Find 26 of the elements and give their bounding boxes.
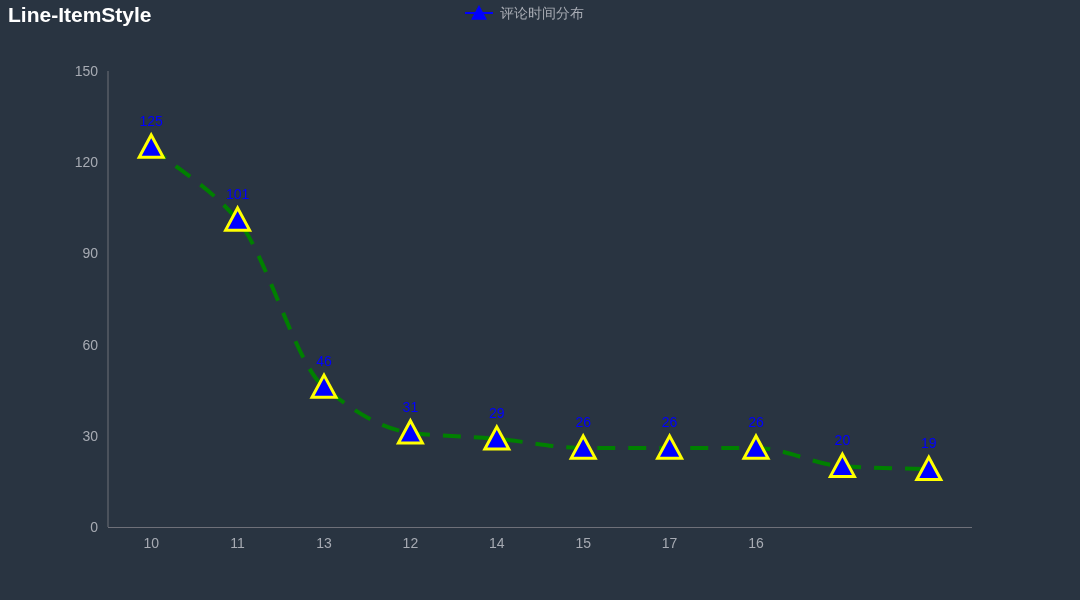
data-label: 26 [575,413,591,430]
y-tick-label: 90 [82,245,98,262]
data-label: 101 [225,185,250,202]
x-tick-label: 17 [661,535,678,551]
x-tick-label: 14 [489,535,505,551]
title: Line-ItemStyle [8,3,152,26]
legend-text: 评论时间分布 [500,5,584,21]
x-tick-label: 13 [316,535,332,551]
data-label: 31 [402,398,419,415]
data-label: 26 [661,413,678,430]
x-tick-label: 16 [748,535,764,551]
y-tick-label: 0 [90,519,98,535]
data-label: 19 [921,435,937,452]
data-label: 125 [139,113,163,129]
data-label: 26 [748,413,764,430]
x-tick-label: 15 [575,535,591,551]
data-label: 46 [316,353,332,370]
y-tick-label: 150 [74,63,98,79]
data-label: 20 [834,432,851,449]
x-tick-label: 11 [230,535,245,551]
y-tick-label: 30 [82,427,98,444]
y-tick-label: 120 [74,154,98,171]
data-label: 29 [489,404,505,421]
x-tick-label: 12 [402,535,419,551]
x-tick-label: 10 [143,535,159,551]
y-tick-label: 60 [82,336,98,353]
